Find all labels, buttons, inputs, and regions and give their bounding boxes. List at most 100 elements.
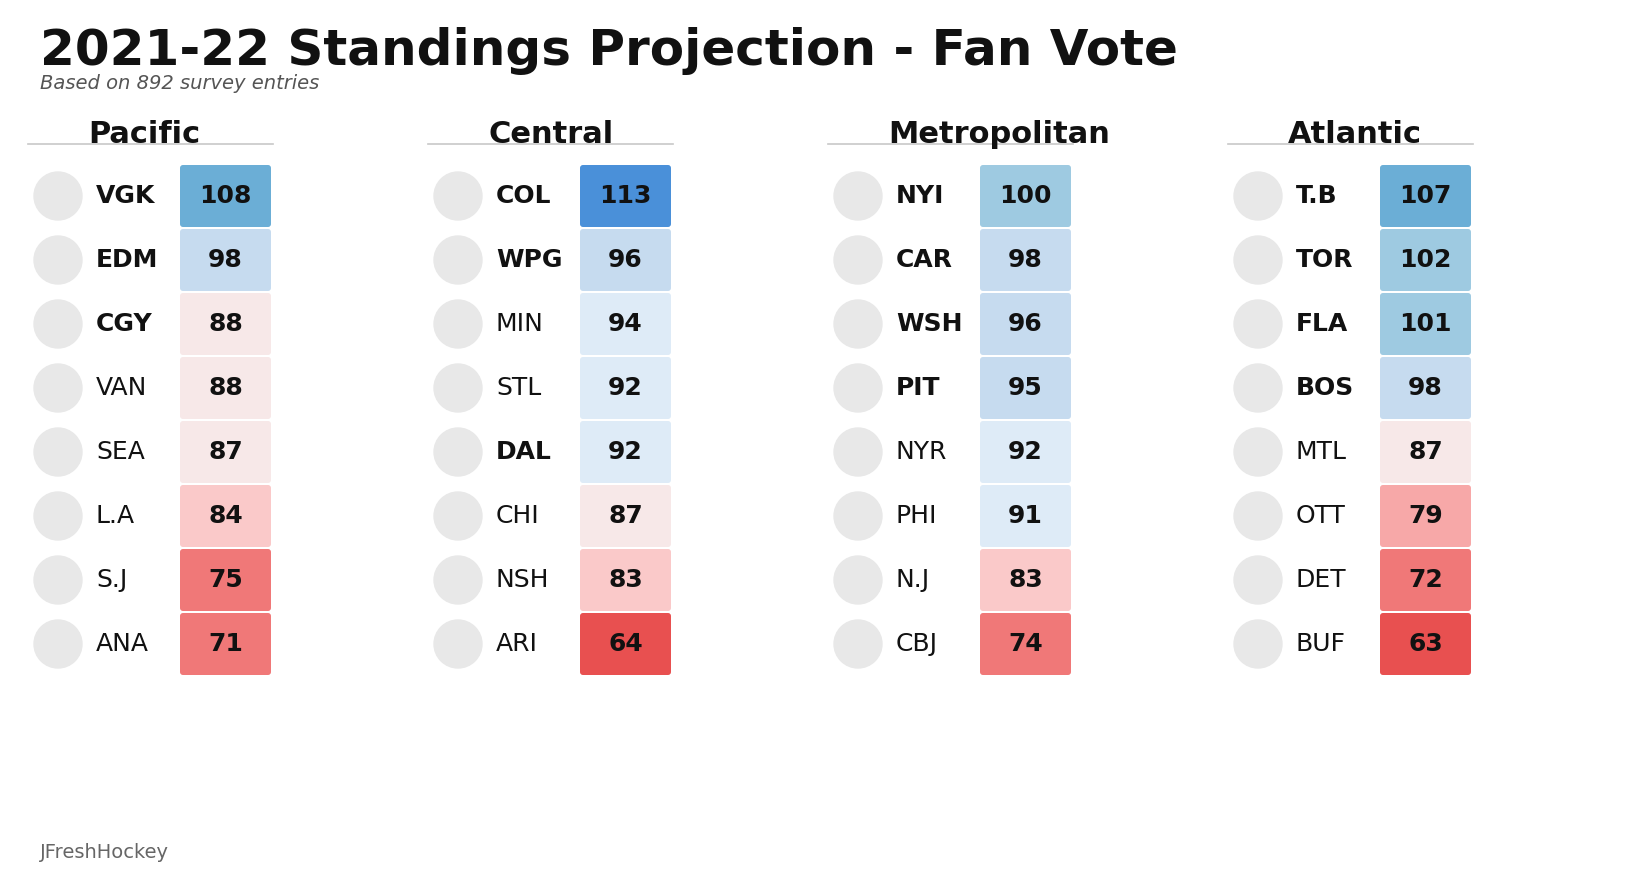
Text: Atlantic: Atlantic [1288, 120, 1421, 149]
Text: BOS: BOS [1296, 376, 1355, 400]
Text: DAL: DAL [496, 440, 553, 464]
Circle shape [835, 236, 882, 284]
Circle shape [434, 428, 482, 476]
Circle shape [835, 492, 882, 540]
Circle shape [34, 620, 82, 668]
FancyBboxPatch shape [1381, 613, 1470, 675]
Circle shape [34, 492, 82, 540]
FancyBboxPatch shape [580, 549, 672, 611]
Text: 100: 100 [999, 184, 1051, 208]
FancyBboxPatch shape [1381, 421, 1470, 483]
Text: 88: 88 [209, 376, 243, 400]
Text: Metropolitan: Metropolitan [888, 120, 1110, 149]
Circle shape [835, 364, 882, 412]
Text: 75: 75 [209, 568, 243, 592]
Circle shape [835, 620, 882, 668]
FancyBboxPatch shape [980, 613, 1071, 675]
FancyBboxPatch shape [179, 229, 271, 291]
Text: WSH: WSH [897, 312, 962, 336]
Text: L.A: L.A [96, 504, 135, 528]
Text: 83: 83 [1007, 568, 1043, 592]
Text: CAR: CAR [897, 248, 954, 272]
FancyBboxPatch shape [980, 549, 1071, 611]
Text: 98: 98 [209, 248, 243, 272]
Text: 64: 64 [608, 632, 642, 656]
Circle shape [434, 364, 482, 412]
FancyBboxPatch shape [980, 165, 1071, 227]
Circle shape [835, 428, 882, 476]
Text: 96: 96 [608, 248, 642, 272]
Text: Based on 892 survey entries: Based on 892 survey entries [41, 74, 319, 93]
Text: 72: 72 [1408, 568, 1443, 592]
Text: EDM: EDM [96, 248, 158, 272]
Text: N.J: N.J [897, 568, 931, 592]
FancyBboxPatch shape [580, 293, 672, 355]
Text: STL: STL [496, 376, 541, 400]
Circle shape [1234, 428, 1283, 476]
Text: MTL: MTL [1296, 440, 1346, 464]
Text: PIT: PIT [897, 376, 941, 400]
Circle shape [835, 556, 882, 604]
Text: 2021-22 Standings Projection - Fan Vote: 2021-22 Standings Projection - Fan Vote [41, 27, 1178, 75]
Text: NYR: NYR [897, 440, 947, 464]
Circle shape [34, 364, 82, 412]
Circle shape [835, 172, 882, 220]
Circle shape [34, 428, 82, 476]
Text: 107: 107 [1399, 184, 1452, 208]
Text: 92: 92 [608, 440, 642, 464]
FancyBboxPatch shape [1381, 549, 1470, 611]
Text: TOR: TOR [1296, 248, 1353, 272]
Text: CBJ: CBJ [897, 632, 939, 656]
Text: 102: 102 [1399, 248, 1452, 272]
Text: 92: 92 [608, 376, 642, 400]
Text: ARI: ARI [496, 632, 538, 656]
FancyBboxPatch shape [1381, 229, 1470, 291]
FancyBboxPatch shape [580, 357, 672, 419]
Text: Central: Central [487, 120, 613, 149]
Text: 91: 91 [1007, 504, 1043, 528]
Text: WPG: WPG [496, 248, 562, 272]
Text: OTT: OTT [1296, 504, 1346, 528]
Text: 84: 84 [209, 504, 243, 528]
Text: 88: 88 [209, 312, 243, 336]
Text: SEA: SEA [96, 440, 145, 464]
Text: BUF: BUF [1296, 632, 1346, 656]
FancyBboxPatch shape [179, 293, 271, 355]
Circle shape [434, 236, 482, 284]
Text: FLA: FLA [1296, 312, 1348, 336]
Circle shape [434, 620, 482, 668]
Text: 113: 113 [600, 184, 652, 208]
Text: 83: 83 [608, 568, 642, 592]
Circle shape [1234, 492, 1283, 540]
FancyBboxPatch shape [980, 229, 1071, 291]
Circle shape [434, 556, 482, 604]
Text: 101: 101 [1399, 312, 1452, 336]
Text: VGK: VGK [96, 184, 155, 208]
FancyBboxPatch shape [980, 485, 1071, 547]
FancyBboxPatch shape [179, 485, 271, 547]
FancyBboxPatch shape [179, 613, 271, 675]
FancyBboxPatch shape [1381, 357, 1470, 419]
Text: 98: 98 [1007, 248, 1043, 272]
Circle shape [434, 300, 482, 348]
FancyBboxPatch shape [1381, 293, 1470, 355]
Text: 95: 95 [1007, 376, 1043, 400]
Text: 94: 94 [608, 312, 642, 336]
Circle shape [1234, 556, 1283, 604]
FancyBboxPatch shape [1381, 485, 1470, 547]
FancyBboxPatch shape [580, 613, 672, 675]
FancyBboxPatch shape [580, 485, 672, 547]
Text: ANA: ANA [96, 632, 148, 656]
FancyBboxPatch shape [179, 357, 271, 419]
FancyBboxPatch shape [1381, 165, 1470, 227]
FancyBboxPatch shape [580, 229, 672, 291]
Text: CHI: CHI [496, 504, 540, 528]
Circle shape [1234, 620, 1283, 668]
Text: NSH: NSH [496, 568, 549, 592]
Text: 79: 79 [1408, 504, 1443, 528]
FancyBboxPatch shape [980, 421, 1071, 483]
Text: 98: 98 [1408, 376, 1443, 400]
Text: 87: 87 [608, 504, 642, 528]
FancyBboxPatch shape [980, 293, 1071, 355]
Circle shape [835, 300, 882, 348]
